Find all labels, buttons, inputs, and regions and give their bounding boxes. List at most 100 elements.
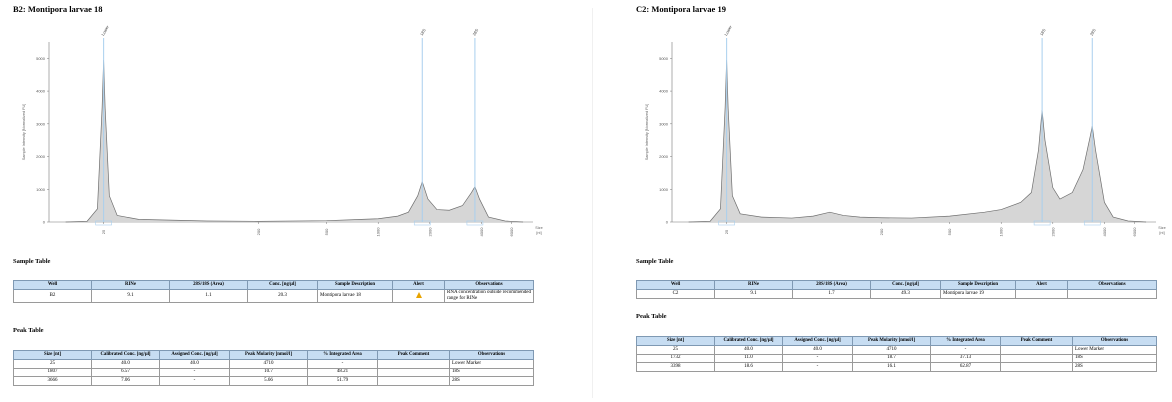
cell-comment bbox=[1000, 353, 1073, 363]
x-tick-label: 1000 bbox=[376, 227, 381, 237]
sample-table-title: Sample Table bbox=[13, 258, 51, 265]
cell-molarity: 18.7 bbox=[852, 353, 931, 363]
x-axis-label-line1: Size bbox=[535, 226, 542, 230]
cell-comment bbox=[377, 367, 450, 377]
cell-assigned: - bbox=[782, 362, 853, 372]
electropherogram-chart: 0 1000 2000 3000 4000 5000 Sample Intensity [N… bbox=[636, 22, 1172, 248]
cell-size: 3398 bbox=[636, 362, 715, 372]
sample-title: C2: Montipora larvae 19 bbox=[636, 4, 726, 14]
y-tick-label: 3000 bbox=[659, 121, 669, 126]
sample-table-header-row: Well RINe 28S/18S (Area) Conc. [ng/µl] S… bbox=[13, 280, 534, 290]
col-header-description: Sample Description bbox=[940, 280, 1016, 290]
cell-molarity: 4710 bbox=[229, 359, 308, 369]
peak-marker-label: Lower bbox=[723, 24, 733, 37]
cell-assigned: - bbox=[159, 376, 230, 386]
page-divider bbox=[592, 8, 593, 398]
cell-molarity: 16.1 bbox=[852, 362, 931, 372]
col-header-alert: Alert bbox=[392, 280, 445, 290]
sample-table-title: Sample Table bbox=[636, 258, 674, 265]
trace-fill bbox=[65, 60, 524, 222]
cell-area: 37.13 bbox=[930, 353, 1001, 363]
peak-row: 1807 6.57 - 10.7 48.21 18S bbox=[13, 367, 534, 377]
cell-peak-obs: 18S bbox=[449, 367, 534, 377]
col-header-assigned-conc: Assigned Conc. [ng/µl] bbox=[782, 336, 853, 346]
x-tick-label: 200 bbox=[879, 228, 884, 235]
sample-title: B2: Montipora larvae 18 bbox=[13, 4, 103, 14]
cell-assigned: 40.0 bbox=[159, 359, 230, 369]
x-tick-label: 500 bbox=[324, 228, 329, 235]
peak-table-header-row: Size [nt] Calibrated Conc. [ng/µl] Assig… bbox=[13, 350, 534, 360]
x-axis-label-line2: [nt] bbox=[1159, 231, 1164, 235]
cell-area: 51.79 bbox=[307, 376, 378, 386]
cell-size: 25 bbox=[13, 359, 92, 369]
peak-row: 25 40.0 40.0 4710 - Lower Marker bbox=[636, 345, 1157, 355]
y-tick-label: 4000 bbox=[36, 89, 46, 94]
sample-table: Well RINe 28S/18S (Area) Conc. [ng/µl] S… bbox=[636, 280, 1157, 299]
col-header-well: Well bbox=[636, 280, 715, 290]
cell-area: - bbox=[307, 359, 378, 369]
x-tick-label: 4000 bbox=[479, 227, 484, 237]
cell-observations bbox=[1067, 289, 1157, 299]
y-tick-label: 0 bbox=[666, 220, 669, 225]
cell-peak-obs: Lower Marker bbox=[449, 359, 534, 369]
col-header-size: Size [nt] bbox=[636, 336, 715, 346]
sample-row: C2 9.1 1.7 49.3 Montipora larvae 19 bbox=[636, 289, 1157, 299]
cell-assigned: 40.0 bbox=[782, 345, 853, 355]
x-axis-label-line2: [nt] bbox=[536, 231, 541, 235]
cell-calibrated: 7.06 bbox=[91, 376, 160, 386]
sample-table: Well RINe 28S/18S (Area) Conc. [ng/µl] S… bbox=[13, 280, 534, 303]
sample-panel-b2: B2: Montipora larvae 18 0 1000 2000 3000 400… bbox=[13, 0, 553, 402]
peak-marker-bracket bbox=[95, 220, 112, 226]
peak-marker-label: 18S bbox=[419, 28, 427, 37]
cell-calibrated: 18.6 bbox=[714, 362, 783, 372]
cell-comment bbox=[1000, 362, 1073, 372]
col-header-calibrated-conc: Calibrated Conc. [ng/µl] bbox=[91, 350, 160, 360]
cell-area: - bbox=[930, 345, 1001, 355]
col-header-ratio: 28S/18S (Area) bbox=[169, 280, 248, 290]
x-tick-label: 25 bbox=[724, 229, 729, 234]
cell-alert bbox=[1015, 289, 1068, 299]
col-header-description: Sample Description bbox=[317, 280, 393, 290]
cell-alert bbox=[392, 289, 445, 303]
cell-assigned: - bbox=[782, 353, 853, 363]
cell-observations: RNA concentration outside recommended ra… bbox=[444, 289, 534, 303]
y-tick-label: 3000 bbox=[36, 121, 46, 126]
cell-molarity: 4710 bbox=[852, 345, 931, 355]
cell-rine: 9.1 bbox=[714, 289, 793, 299]
col-header-size: Size [nt] bbox=[13, 350, 92, 360]
peak-marker-bracket bbox=[1033, 220, 1051, 226]
x-tick-label: 4000 bbox=[1102, 227, 1107, 237]
peak-table-title: Peak Table bbox=[636, 313, 667, 320]
cell-conc: 20.3 bbox=[247, 289, 318, 303]
peak-marker-bracket bbox=[466, 220, 484, 226]
peak-table: Size [nt] Calibrated Conc. [ng/µl] Assig… bbox=[636, 336, 1157, 372]
cell-peak-obs: Lower Marker bbox=[1072, 345, 1157, 355]
cell-comment bbox=[377, 376, 450, 386]
peak-table-title: Peak Table bbox=[13, 327, 44, 334]
cell-peak-obs: 28S bbox=[1072, 362, 1157, 372]
col-header-peak-observations: Observations bbox=[1072, 336, 1157, 346]
col-header-rine: RINe bbox=[91, 280, 170, 290]
cell-peak-obs: 28S bbox=[449, 376, 534, 386]
cell-ratio: 1.1 bbox=[169, 289, 248, 303]
col-header-well: Well bbox=[13, 280, 92, 290]
y-tick-label: 5000 bbox=[36, 56, 46, 61]
y-tick-label: 0 bbox=[43, 220, 46, 225]
col-header-molarity: Peak Molarity [nmol/l] bbox=[229, 350, 308, 360]
col-header-calibrated-conc: Calibrated Conc. [ng/µl] bbox=[714, 336, 783, 346]
col-header-alert: Alert bbox=[1015, 280, 1068, 290]
col-header-integrated-area: % Integrated Area bbox=[930, 336, 1001, 346]
col-header-integrated-area: % Integrated Area bbox=[307, 350, 378, 360]
cell-size: 25 bbox=[636, 345, 715, 355]
cell-conc: 49.3 bbox=[870, 289, 941, 299]
y-tick-label: 2000 bbox=[36, 154, 46, 159]
sample-panel-c2: C2: Montipora larvae 19 0 1000 2000 3000 400… bbox=[636, 0, 1172, 402]
electropherogram-chart: 0 1000 2000 3000 4000 5000 Sample Intensity [N… bbox=[13, 22, 553, 248]
peak-marker-bracket bbox=[1083, 220, 1101, 226]
x-tick-label: 500 bbox=[947, 228, 952, 235]
peak-table-header-row: Size [nt] Calibrated Conc. [ng/µl] Assig… bbox=[636, 336, 1157, 346]
peak-marker-label: Lower bbox=[100, 24, 110, 37]
cell-assigned: - bbox=[159, 367, 230, 377]
cell-description: Montipora larvae 19 bbox=[940, 289, 1016, 299]
y-tick-label: 2000 bbox=[659, 154, 669, 159]
